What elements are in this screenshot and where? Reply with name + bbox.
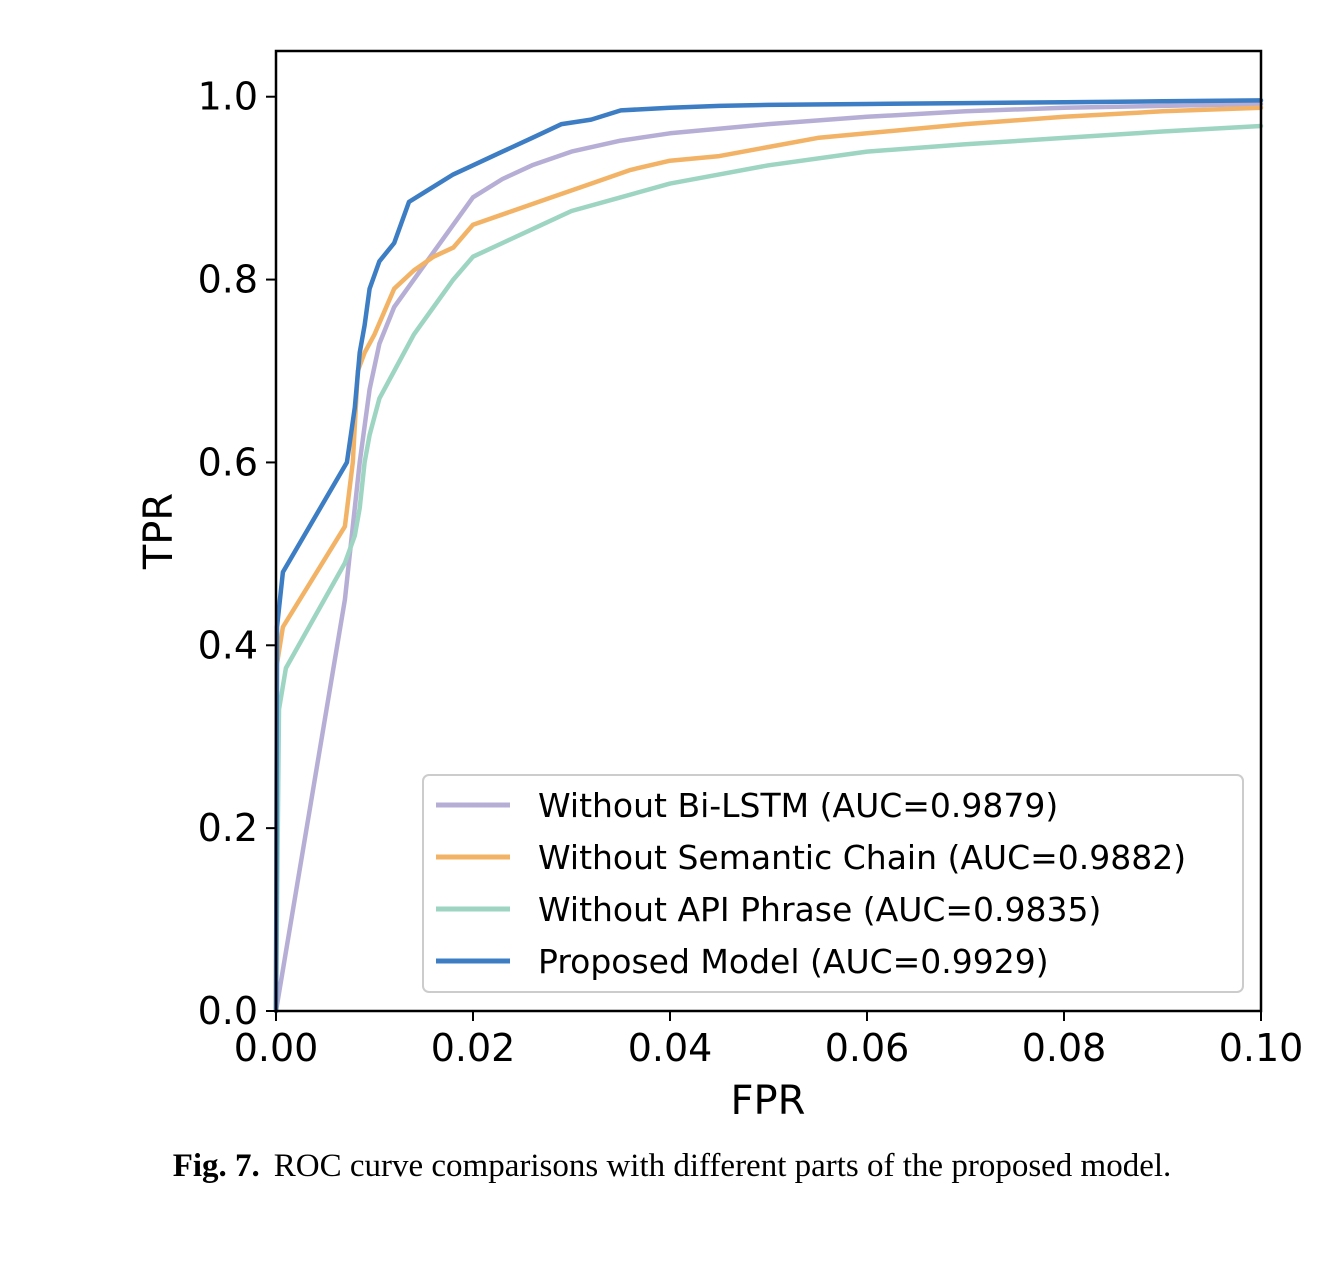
x-tick-label-5: 0.10 bbox=[1219, 1026, 1304, 1070]
y-tick-label-4: 0.8 bbox=[198, 258, 258, 302]
x-tick-label-4: 0.08 bbox=[1022, 1026, 1107, 1070]
legend: Without Bi-LSTM (AUC=0.9879) Without Sema… bbox=[422, 774, 1244, 993]
legend-label-3: Proposed Model (AUC=0.9929) bbox=[538, 942, 1049, 981]
series-layer bbox=[273, 98, 1264, 1014]
series-line-1 bbox=[273, 105, 1264, 1014]
caption-text: ROC curve comparisons with different par… bbox=[273, 1148, 1172, 1184]
x-tick-label-0: 0.00 bbox=[234, 1026, 319, 1070]
x-axis-ticks: 0.00 0.02 0.04 0.06 0.08 0.10 bbox=[234, 1011, 1304, 1070]
x-axis-label: FPR bbox=[731, 1078, 806, 1124]
caption-label: Fig. 7. bbox=[172, 1148, 260, 1184]
plot-frame bbox=[274, 49, 1263, 1013]
x-tick-label-3: 0.06 bbox=[825, 1026, 910, 1070]
legend-label-1: Without Semantic Chain (AUC=0.9882) bbox=[538, 838, 1186, 877]
series-line-0 bbox=[273, 101, 1264, 1014]
x-tick-label-1: 0.02 bbox=[431, 1026, 516, 1070]
legend-box bbox=[422, 774, 1244, 993]
figure-caption: Fig. 7. ROC curve comparisons with differ… bbox=[0, 1148, 1344, 1185]
y-tick-label-2: 0.4 bbox=[198, 623, 258, 667]
x-tick-label-2: 0.04 bbox=[628, 1026, 713, 1070]
y-tick-label-5: 1.0 bbox=[198, 75, 258, 119]
y-tick-label-3: 0.6 bbox=[198, 440, 258, 484]
y-axis-ticks: 0.0 0.2 0.4 0.6 0.8 1.0 bbox=[198, 75, 276, 1033]
series-line-3 bbox=[273, 98, 1264, 1014]
roc-chart: 0.00 0.02 0.04 0.06 0.08 0.10 0.0 0.2 0.4 0.6 0.8… bbox=[136, 49, 1304, 1124]
y-tick-label-1: 0.2 bbox=[198, 806, 258, 850]
legend-label-0: Without Bi-LSTM (AUC=0.9879) bbox=[538, 786, 1058, 825]
y-tick-label-0: 0.0 bbox=[198, 989, 258, 1033]
series-line-2 bbox=[273, 123, 1264, 1014]
legend-items: Without Bi-LSTM (AUC=0.9879) Without Sema… bbox=[436, 786, 1186, 981]
y-axis-label: TPR bbox=[136, 493, 182, 570]
legend-label-2: Without API Phrase (AUC=0.9835) bbox=[538, 890, 1101, 929]
